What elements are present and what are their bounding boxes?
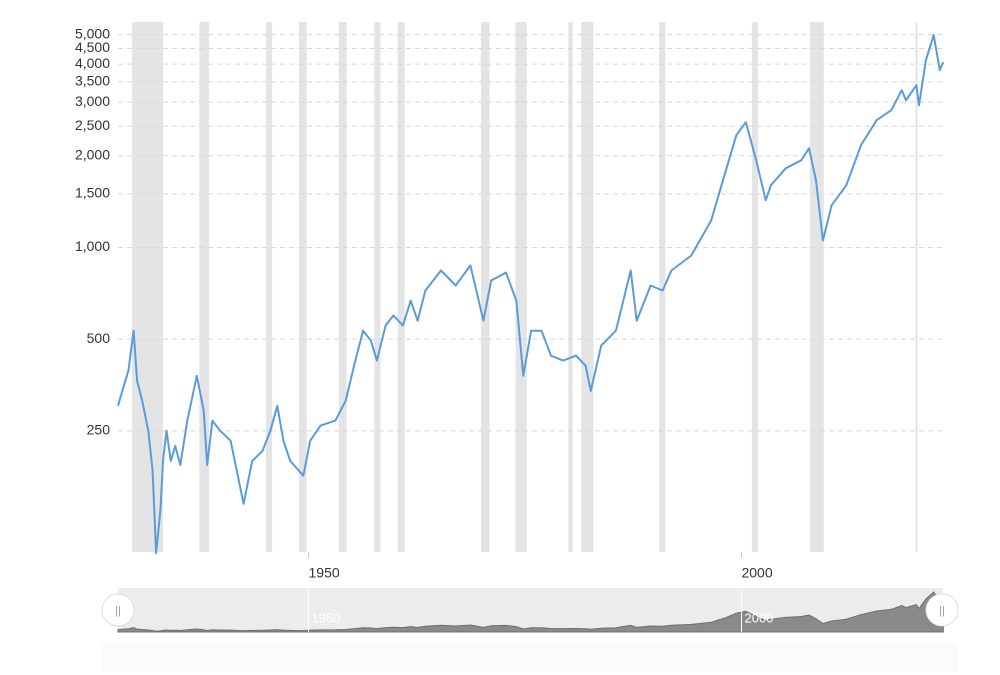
recession-band bbox=[659, 22, 666, 552]
y-tick-label: 5,000 bbox=[75, 25, 110, 41]
recession-band bbox=[298, 22, 307, 552]
series-line bbox=[117, 34, 945, 555]
y-tick-label: 500 bbox=[87, 330, 111, 346]
y-tick-label: 1,000 bbox=[75, 238, 110, 254]
recession-band bbox=[581, 22, 594, 552]
recession-band bbox=[338, 22, 347, 552]
navigator-tick-label: 2000 bbox=[744, 610, 773, 625]
recession-band bbox=[515, 22, 527, 552]
handle-grip: || bbox=[939, 605, 945, 617]
y-tick-label: 3,500 bbox=[75, 72, 110, 88]
recession-band bbox=[397, 22, 405, 552]
x-tick-label: 2000 bbox=[741, 565, 772, 581]
recession-band bbox=[751, 22, 758, 552]
recession-band bbox=[915, 22, 918, 552]
y-tick-label: 250 bbox=[87, 422, 111, 438]
navigator-scrollbar bbox=[102, 642, 958, 672]
x-tick-label: 1950 bbox=[309, 565, 340, 581]
recession-band bbox=[199, 22, 209, 552]
y-tick-label: 1,500 bbox=[75, 185, 110, 201]
recession-band bbox=[809, 22, 824, 552]
y-tick-label: 4,500 bbox=[75, 39, 110, 55]
navigator-tick-label: 1950 bbox=[312, 610, 341, 625]
recession-band bbox=[480, 22, 490, 552]
navigator-handle-left[interactable] bbox=[101, 593, 135, 627]
y-tick-label: 4,000 bbox=[75, 55, 110, 71]
recession-band bbox=[374, 22, 381, 552]
recession-band bbox=[266, 22, 273, 552]
y-tick-label: 2,500 bbox=[75, 117, 110, 133]
navigator-handle-right[interactable] bbox=[925, 593, 959, 627]
handle-grip: || bbox=[115, 605, 121, 617]
y-tick-label: 3,000 bbox=[75, 93, 110, 109]
y-tick-label: 2,000 bbox=[75, 146, 110, 162]
recession-band bbox=[568, 22, 573, 552]
navigator-area bbox=[117, 591, 944, 633]
recession-band bbox=[131, 22, 164, 552]
